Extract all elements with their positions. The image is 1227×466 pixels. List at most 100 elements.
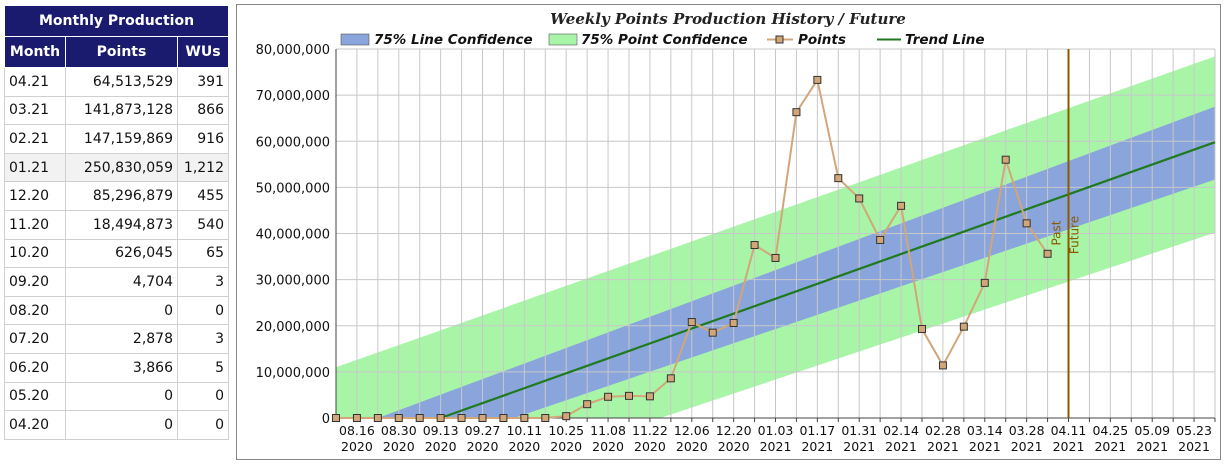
points-marker: [541, 414, 550, 422]
trend-line: [440, 141, 1216, 420]
points-cell: 0: [65, 295, 178, 326]
points-marker: [687, 318, 696, 327]
column-header-wus: WUs: [177, 36, 229, 68]
x-tick-label-year: 2020: [550, 439, 582, 454]
x-tick-label-date: 03.28: [1009, 423, 1045, 438]
points-marker: [855, 194, 864, 203]
monthly-production-panel: Monthly Production Month Points WUs 04.2…: [4, 5, 229, 440]
column-header-month: Month: [4, 36, 66, 68]
x-tick-label-year: 2020: [634, 439, 666, 454]
table-row: 03.21 141,873,128 866: [4, 95, 229, 126]
points-marker: [938, 361, 947, 370]
points-marker: [520, 414, 529, 422]
monthly-production-table: Monthly Production Month Points WUs 04.2…: [4, 5, 229, 440]
points-cell: 64,513,529: [65, 67, 178, 97]
past-label: Past: [1050, 220, 1064, 245]
points-marker: [666, 374, 675, 383]
x-tick-label-year: 2021: [801, 439, 833, 454]
table-row: 04.20 0 0: [4, 410, 229, 440]
chart-title: Weekly Points Production History / Futur…: [550, 10, 906, 28]
legend-marker-points: [775, 35, 784, 44]
month-cell: 02.21: [4, 124, 66, 154]
wus-cell: 3: [177, 324, 229, 354]
points-cell: 85,296,879: [65, 181, 178, 211]
points-marker: [813, 75, 822, 84]
wus-cell: 0: [177, 295, 229, 326]
points-cell: 3,866: [65, 352, 178, 383]
x-tick-label-year: 2020: [676, 439, 708, 454]
y-tick-label: 0: [322, 412, 330, 427]
points-marker: [729, 318, 738, 327]
x-tick-label-year: 2021: [1011, 439, 1043, 454]
wus-cell: 391: [177, 67, 229, 97]
month-cell: 10.20: [4, 238, 66, 269]
x-tick-label-date: 03.14: [967, 423, 1003, 438]
x-tick-label-year: 2020: [425, 439, 457, 454]
x-tick-label-date: 10.11: [506, 423, 542, 438]
x-tick-label-year: 2021: [760, 439, 792, 454]
points-marker: [792, 108, 801, 117]
x-tick-label-year: 2020: [383, 439, 415, 454]
month-cell: 07.20: [4, 324, 66, 354]
points-marker: [1022, 219, 1031, 228]
points-cell: 2,878: [65, 324, 178, 354]
x-tick-label-date: 01.17: [799, 423, 835, 438]
points-marker: [499, 414, 508, 422]
x-tick-label-date: 01.31: [841, 423, 877, 438]
legend-swatch-line-confidence: [340, 33, 370, 46]
month-cell: 04.20: [4, 410, 66, 440]
y-tick-label: 20,000,000: [256, 320, 330, 335]
table-title: Monthly Production: [4, 5, 229, 37]
points-cell: 4,704: [65, 267, 178, 297]
month-cell: 05.20: [4, 381, 66, 412]
table-row: 08.20 0 0: [4, 295, 229, 326]
x-tick-label-year: 2020: [592, 439, 624, 454]
wus-cell: 0: [177, 410, 229, 440]
y-tick-label: 80,000,000: [256, 43, 330, 58]
x-tick-label-date: 02.28: [925, 423, 961, 438]
points-marker: [332, 414, 340, 422]
x-tick-label-date: 05.09: [1134, 423, 1170, 438]
future-label: Future: [1068, 216, 1082, 254]
points-cell: 250,830,059: [65, 152, 178, 183]
points-marker: [980, 278, 989, 287]
points-marker: [918, 324, 926, 333]
month-cell: 01.21: [4, 152, 66, 183]
y-tick-label: 40,000,000: [256, 228, 330, 243]
wus-cell: 916: [177, 124, 229, 154]
x-tick-label-year: 2021: [1094, 439, 1126, 454]
x-tick-label-year: 2021: [1053, 439, 1085, 454]
month-cell: 03.21: [4, 95, 66, 126]
chart-canvas: Weekly Points Production History / Futur…: [256, 10, 1216, 454]
x-tick-label-date: 09.27: [465, 423, 501, 438]
wus-cell: 5: [177, 352, 229, 383]
points-marker: [645, 392, 654, 401]
legend-label-point-confidence: 75% Point Confidence: [581, 32, 748, 48]
points-marker: [897, 201, 906, 210]
x-tick-label-date: 08.30: [381, 423, 417, 438]
x-tick-label-date: 12.20: [716, 423, 752, 438]
table-row: 06.20 3,866 5: [4, 352, 229, 383]
x-tick-label-date: 04.25: [1092, 423, 1128, 438]
points-marker: [436, 414, 445, 422]
y-tick-label: 30,000,000: [256, 274, 330, 289]
x-tick-label-year: 2020: [341, 439, 373, 454]
x-tick-label-date: 11.22: [632, 423, 668, 438]
points-marker: [876, 235, 885, 244]
y-tick-label: 70,000,000: [256, 89, 330, 104]
points-cell: 141,873,128: [65, 95, 178, 126]
points-marker: [708, 328, 717, 337]
month-cell: 09.20: [4, 267, 66, 297]
points-marker: [352, 414, 361, 422]
table-row: 07.20 2,878 3: [4, 324, 229, 354]
x-tick-label-date: 05.23: [1176, 423, 1212, 438]
x-tick-label-date: 11.08: [590, 423, 626, 438]
table-row: 05.20 0 0: [4, 381, 229, 412]
chart-legend: 75% Line Confidence 75% Point Confidence…: [340, 32, 985, 48]
legend-label-line-confidence: 75% Line Confidence: [374, 32, 533, 48]
x-tick-label-year: 2021: [1178, 439, 1210, 454]
wus-cell: 866: [177, 95, 229, 126]
table-row: 12.20 85,296,879 455: [4, 181, 229, 211]
wus-cell: 455: [177, 181, 229, 211]
points-marker: [583, 400, 592, 409]
